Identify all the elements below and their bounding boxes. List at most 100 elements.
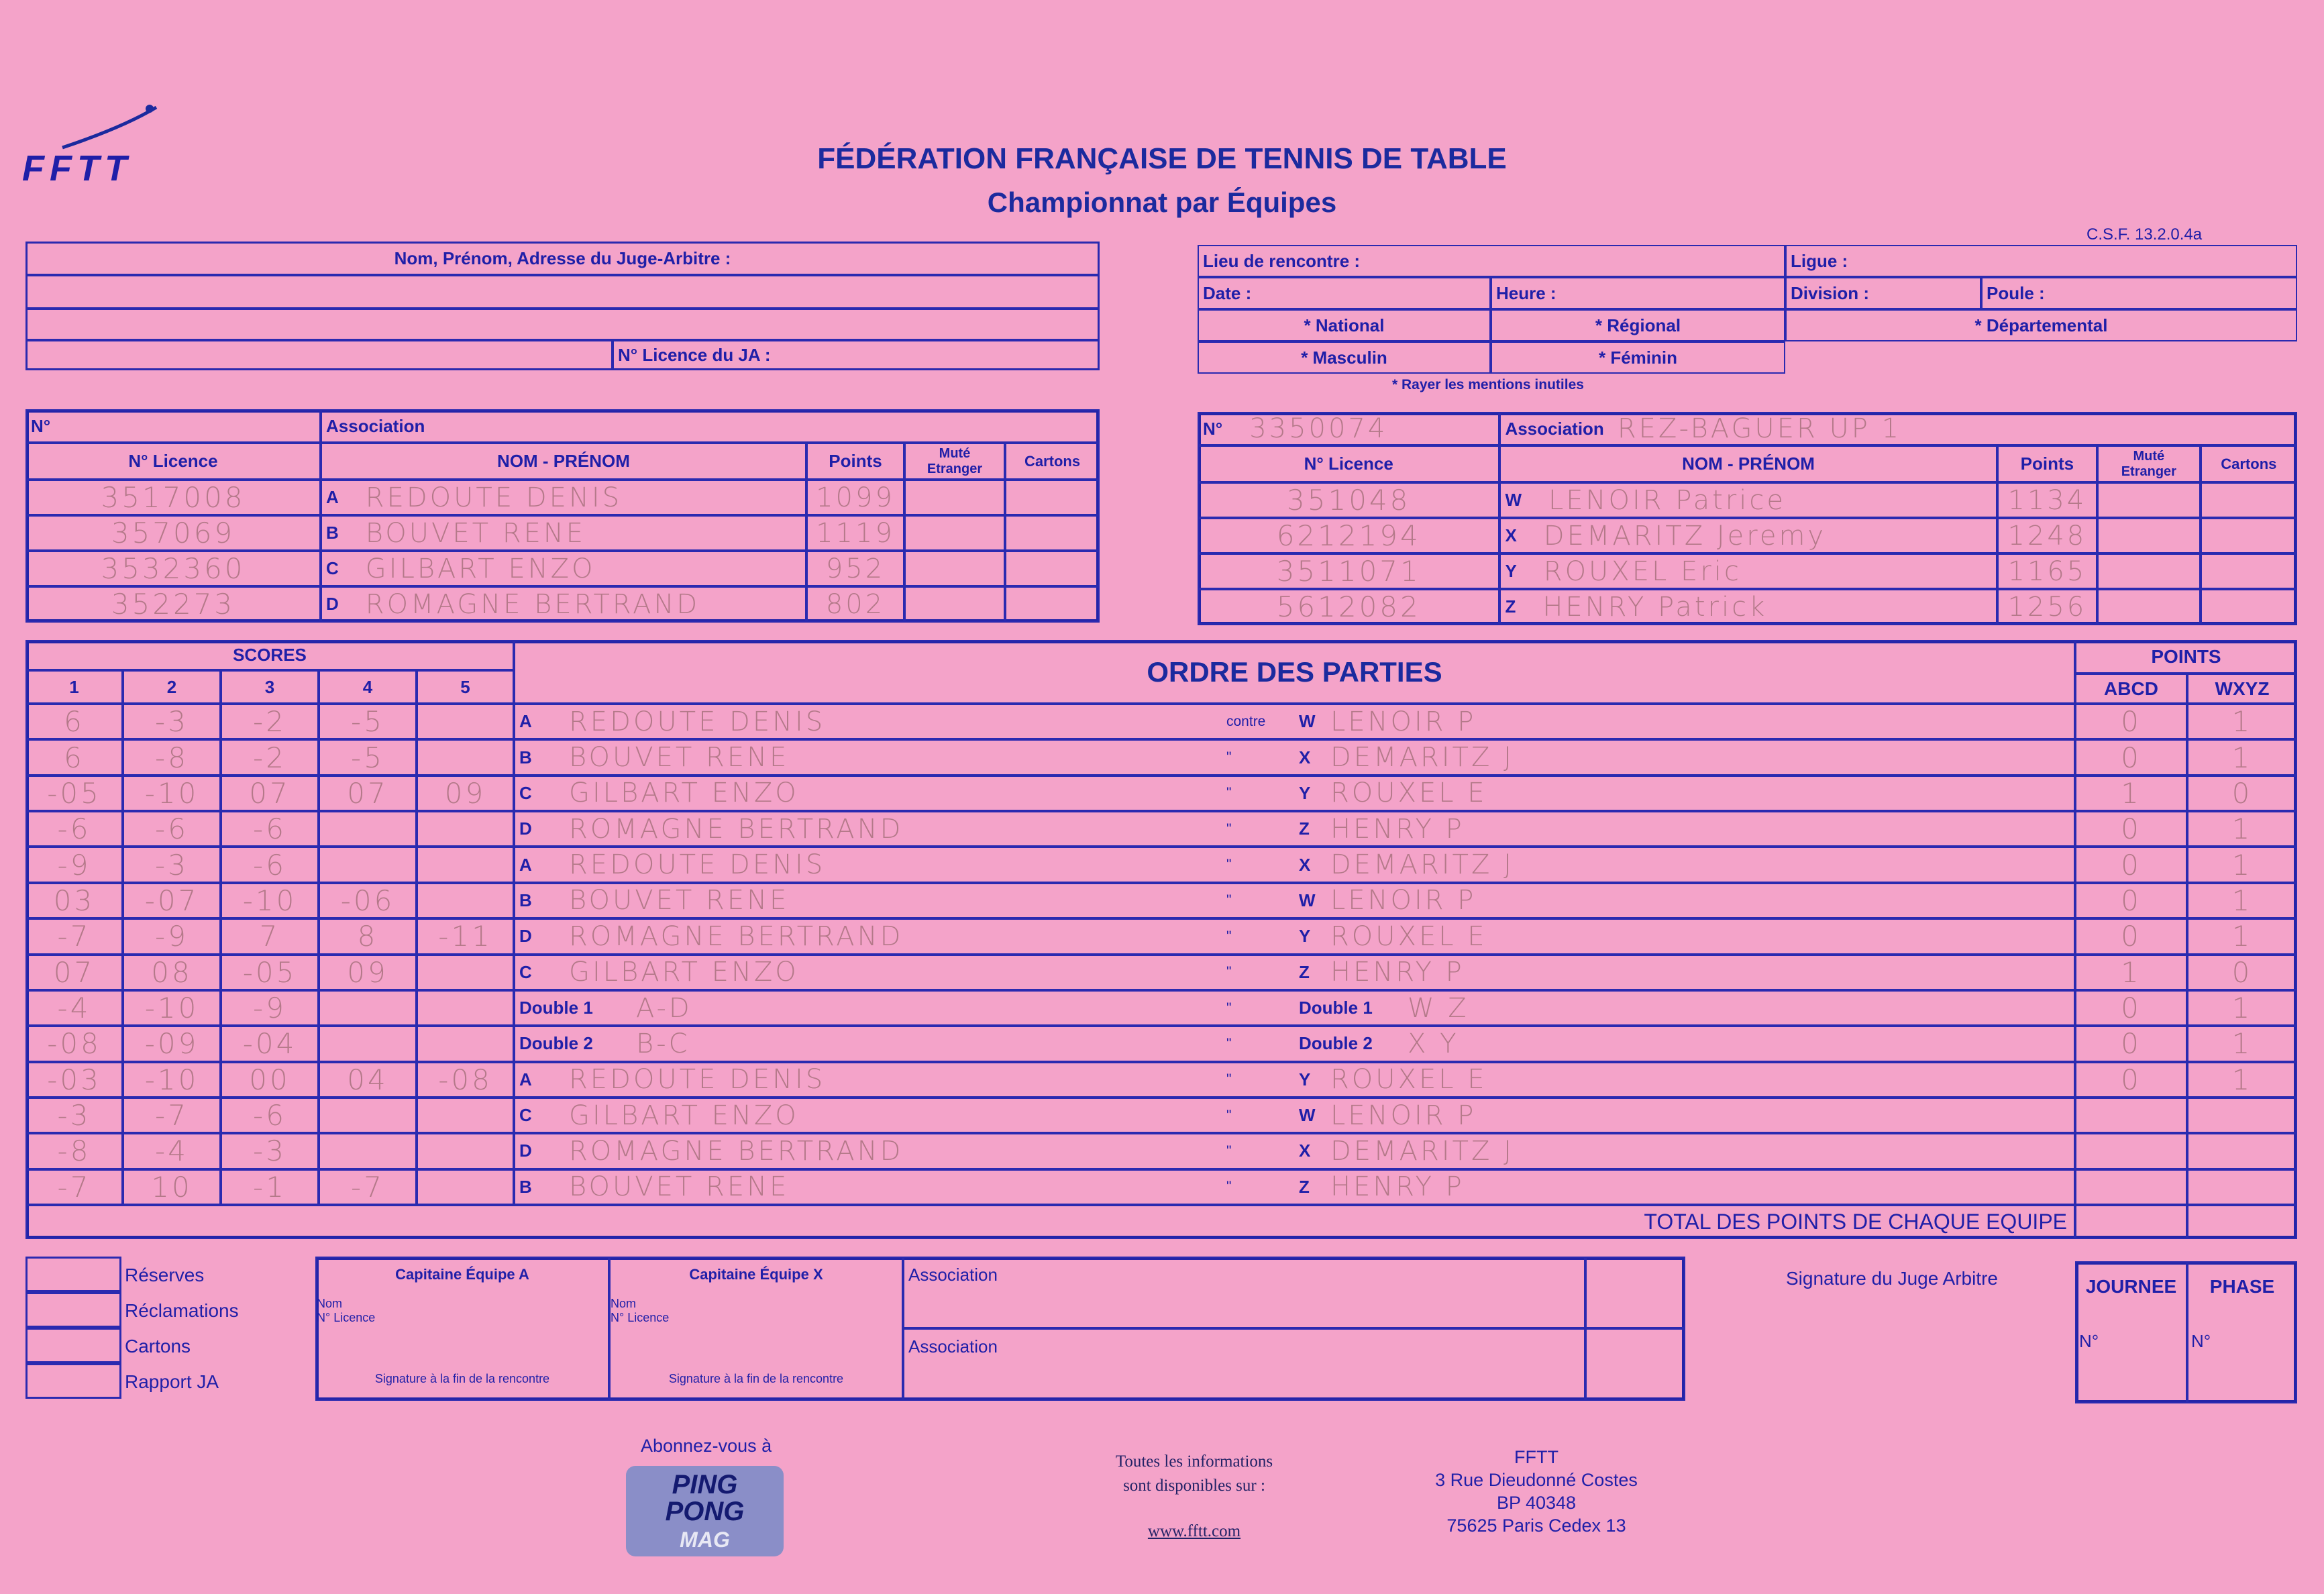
player-mute[interactable] [2097, 589, 2201, 625]
set-score[interactable]: -4 [25, 990, 123, 1026]
set-score[interactable]: 09 [417, 775, 514, 812]
set-score[interactable] [417, 811, 514, 847]
player-cartons[interactable] [1005, 586, 1100, 622]
set-score[interactable]: -9 [123, 918, 221, 955]
checkbox[interactable] [25, 1328, 121, 1363]
player-name[interactable]: Y ROUXEL Eric [1499, 553, 1997, 589]
ja-address-line[interactable] [25, 309, 1100, 340]
set-score[interactable]: -1 [221, 1169, 319, 1206]
points-abcd[interactable]: 0 [2075, 704, 2187, 740]
player-name[interactable]: A REDOUTE DENIS [321, 480, 806, 515]
points-wxyz[interactable]: 1 [2187, 882, 2297, 919]
player-points[interactable]: 1256 [1997, 589, 2098, 625]
set-score[interactable]: -11 [417, 918, 514, 955]
set-score[interactable]: -9 [221, 990, 319, 1026]
set-score[interactable]: -09 [123, 1026, 221, 1062]
points-abcd[interactable]: 0 [2075, 739, 2187, 776]
player-cartons[interactable] [2200, 553, 2297, 589]
player-licence[interactable]: 3517008 [25, 480, 321, 515]
set-score[interactable]: -7 [123, 1097, 221, 1134]
poule-field[interactable]: Poule : [1981, 277, 2297, 309]
player-cartons[interactable] [2200, 482, 2297, 518]
points-wxyz[interactable]: 1 [2187, 847, 2297, 883]
set-score[interactable]: 07 [319, 775, 417, 812]
player-name[interactable]: D ROMAGNE BERTRAND [321, 586, 806, 622]
set-score[interactable]: -10 [123, 990, 221, 1026]
set-score[interactable]: -6 [221, 1097, 319, 1134]
set-score[interactable]: -06 [319, 882, 417, 919]
division-field[interactable]: Division : [1785, 277, 1981, 309]
journee-field[interactable]: JOURNEE N° [2075, 1261, 2187, 1403]
set-score[interactable]: -04 [221, 1026, 319, 1062]
set-score[interactable]: -7 [25, 918, 123, 955]
set-score[interactable]: 6 [25, 704, 123, 740]
set-score[interactable]: 10 [123, 1169, 221, 1206]
total-abcd[interactable] [2075, 1205, 2187, 1239]
set-score[interactable]: 7 [221, 918, 319, 955]
set-score[interactable]: -9 [25, 847, 123, 883]
set-score[interactable]: -2 [221, 739, 319, 776]
player-name[interactable]: Z HENRY Patrick [1499, 589, 1997, 625]
player-mute[interactable] [2097, 482, 2201, 518]
points-abcd[interactable]: 1 [2075, 954, 2187, 990]
association-a-box[interactable]: Association [903, 1257, 1585, 1328]
heure-field[interactable]: Heure : [1491, 277, 1785, 309]
national-option[interactable]: * National [1198, 309, 1491, 341]
player-points[interactable]: 1248 [1997, 518, 2098, 553]
ja-name-label[interactable]: Nom, Prénom, Adresse du Juge-Arbitre : [25, 242, 1100, 275]
set-score[interactable] [417, 1026, 514, 1062]
points-abcd[interactable]: 0 [2075, 1061, 2187, 1098]
points-wxyz[interactable]: 1 [2187, 811, 2297, 847]
regional-option[interactable]: * Régional [1491, 309, 1785, 341]
points-wxyz[interactable]: 1 [2187, 990, 2297, 1026]
lieu-field[interactable]: Lieu de rencontre : [1198, 245, 1785, 277]
points-wxyz[interactable]: 1 [2187, 739, 2297, 776]
feminin-option[interactable]: * Féminin [1491, 341, 1785, 374]
set-score[interactable] [417, 847, 514, 883]
masculin-option[interactable]: * Masculin [1198, 341, 1491, 374]
association-x-box[interactable]: Association [903, 1328, 1585, 1401]
set-score[interactable] [417, 882, 514, 919]
set-score[interactable] [417, 704, 514, 740]
ja-licence-field[interactable]: N° Licence du JA : [613, 340, 1100, 370]
set-score[interactable]: -8 [123, 739, 221, 776]
set-score[interactable] [417, 1169, 514, 1206]
set-score[interactable]: 8 [319, 918, 417, 955]
player-cartons[interactable] [2200, 589, 2297, 625]
set-score[interactable]: 03 [25, 882, 123, 919]
points-abcd[interactable]: 0 [2075, 847, 2187, 883]
player-licence[interactable]: 357069 [25, 515, 321, 551]
ja-address-line[interactable] [25, 275, 1100, 309]
player-licence[interactable]: 3511071 [1198, 553, 1500, 589]
fftt-link[interactable]: www.fftt.com [1147, 1522, 1241, 1540]
ping-pong-mag-logo[interactable]: PING PONG MAG [626, 1466, 784, 1556]
set-score[interactable]: -10 [221, 882, 319, 919]
points-abcd[interactable]: 0 [2075, 1026, 2187, 1062]
points-wxyz[interactable]: 1 [2187, 1026, 2297, 1062]
set-score[interactable] [319, 1097, 417, 1134]
player-points[interactable]: 1165 [1997, 553, 2098, 589]
set-score[interactable] [417, 954, 514, 990]
set-score[interactable] [417, 1097, 514, 1134]
player-mute[interactable] [904, 586, 1005, 622]
set-score[interactable]: -6 [221, 811, 319, 847]
checkbox[interactable] [25, 1292, 121, 1328]
set-score[interactable]: -05 [25, 775, 123, 812]
set-score[interactable]: 04 [319, 1061, 417, 1098]
player-mute[interactable] [2097, 553, 2201, 589]
set-score[interactable] [319, 1133, 417, 1169]
association-a-score[interactable] [1585, 1257, 1685, 1328]
set-score[interactable]: 07 [221, 775, 319, 812]
team-number-field[interactable]: N° 3350074 [1198, 412, 1500, 445]
departemental-option[interactable]: * Départemental [1785, 309, 2297, 341]
player-points[interactable]: 952 [806, 551, 904, 586]
set-score[interactable]: 07 [25, 954, 123, 990]
set-score[interactable] [319, 990, 417, 1026]
set-score[interactable]: -10 [123, 1061, 221, 1098]
set-score[interactable]: -10 [123, 775, 221, 812]
player-cartons[interactable] [1005, 480, 1100, 515]
player-points[interactable]: 1099 [806, 480, 904, 515]
points-wxyz[interactable]: 1 [2187, 704, 2297, 740]
set-score[interactable] [319, 811, 417, 847]
points-abcd[interactable]: 0 [2075, 990, 2187, 1026]
